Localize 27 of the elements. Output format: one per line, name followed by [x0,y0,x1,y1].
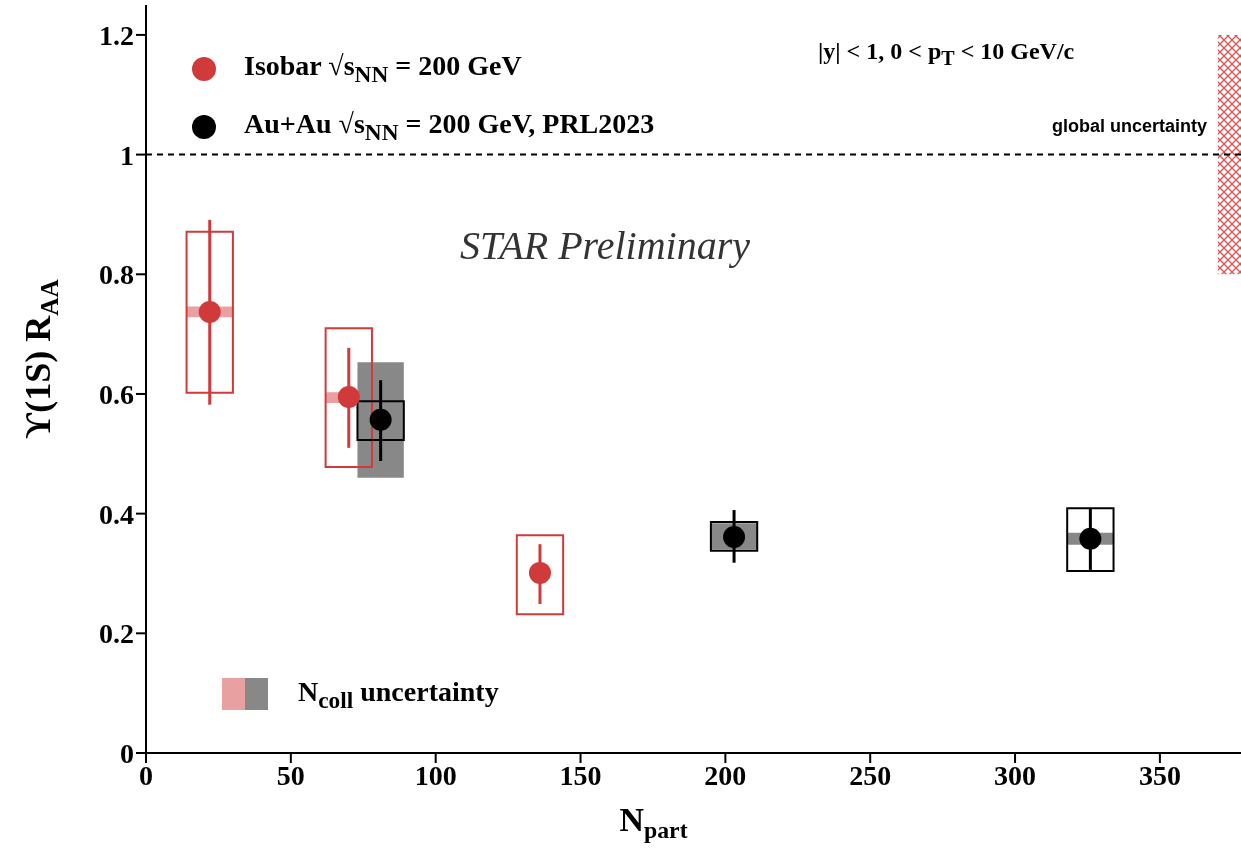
x-tick-label: 50 [276,759,305,791]
bar [1066,507,1115,573]
series-label: global uncertainty [1051,116,1207,136]
x-tick-label: 100 [414,759,457,791]
x-tick-label: 350 [1138,759,1181,791]
point [198,300,221,323]
legend-label: Au+Au √s$_{NN}$ = 200 GeV, PRL2023 [244,108,655,145]
y-tick-label: 0.6 [99,378,134,410]
y-tick-label: 0 [120,737,134,769]
x-tick-label: 150 [559,759,602,791]
x-tick-label: 300 [994,759,1037,791]
annotation: N$_{coll}$ uncertainty [298,676,499,713]
annotation: STAR Preliminary [460,223,750,268]
bar [515,534,565,616]
legend-label: Isobar √s$_{NN}$ = 200 GeV [244,50,522,87]
bar [324,327,373,468]
point [337,385,360,408]
y-tick-label: 0.8 [99,259,134,291]
x-tick-label: 250 [849,759,892,791]
bar [1217,34,1241,275]
annotation: |y| < 1, 0 < p$_{T}$ < 10 GeV/c [818,38,1075,69]
y-tick-label: 0.4 [99,498,134,530]
y-tick-label: 1.2 [99,19,134,51]
y-tick-label: 1 [120,139,134,171]
x-tick-label: 200 [704,759,747,791]
y-tick-label: 0.2 [99,618,134,650]
x-axis-title: N$_{part}$ [619,801,688,844]
